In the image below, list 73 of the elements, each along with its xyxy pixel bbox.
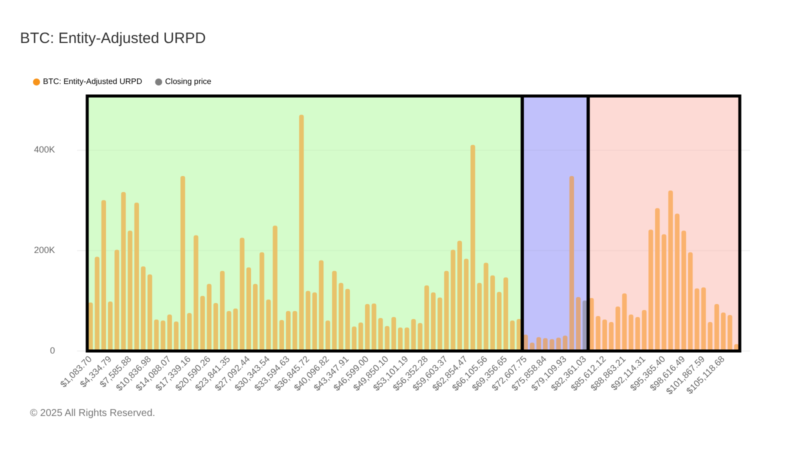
bar xyxy=(266,299,271,351)
bar xyxy=(438,297,442,351)
bar xyxy=(94,256,100,351)
y-tick-label: 0 xyxy=(50,345,56,356)
legend-label: Closing price xyxy=(165,77,212,86)
bar xyxy=(252,284,258,351)
bar xyxy=(318,260,324,351)
bar xyxy=(662,234,666,351)
bar xyxy=(108,301,113,351)
bar xyxy=(642,310,647,351)
bar xyxy=(260,252,264,351)
bar xyxy=(457,240,462,351)
bar xyxy=(114,250,120,351)
y-tick-label: 200K xyxy=(34,245,56,256)
bar xyxy=(187,313,192,351)
bar xyxy=(728,315,732,351)
bar xyxy=(404,328,410,351)
bar xyxy=(569,176,574,351)
bar xyxy=(167,314,172,351)
bar xyxy=(714,304,720,351)
bar xyxy=(272,226,278,351)
bar xyxy=(206,284,212,351)
bar xyxy=(635,317,640,351)
bar xyxy=(240,238,244,351)
bar xyxy=(220,270,225,351)
bar xyxy=(148,274,152,351)
bar xyxy=(312,292,317,351)
chart-title: BTC: Entity-Adjusted URPD xyxy=(20,30,206,48)
bar xyxy=(490,275,495,351)
bar xyxy=(279,320,284,351)
bar xyxy=(681,230,686,351)
bar xyxy=(503,277,508,351)
bar xyxy=(674,214,680,351)
bar xyxy=(292,310,298,351)
bar xyxy=(134,202,139,351)
bar xyxy=(391,317,396,351)
bar xyxy=(384,326,390,351)
bar xyxy=(358,322,364,351)
bar xyxy=(345,288,350,351)
bar xyxy=(174,322,179,351)
bar xyxy=(608,322,614,351)
bar xyxy=(365,304,370,351)
text: © 2025 All Rights Reserved. xyxy=(30,408,156,419)
bar xyxy=(720,312,726,351)
bar xyxy=(655,208,660,351)
bar xyxy=(668,190,673,351)
bar xyxy=(332,270,337,351)
bar xyxy=(246,267,252,351)
bar xyxy=(464,258,469,351)
bar xyxy=(101,200,106,351)
bar xyxy=(411,319,416,351)
bar xyxy=(688,252,693,351)
bar xyxy=(616,306,620,351)
bar xyxy=(470,144,476,351)
bar xyxy=(286,310,291,351)
bar xyxy=(602,320,607,351)
bar xyxy=(496,292,502,351)
bar xyxy=(180,176,186,351)
bar xyxy=(648,230,654,351)
bar xyxy=(430,292,436,351)
legend-label: BTC: Entity-Adjusted URPD xyxy=(43,77,142,86)
bar xyxy=(708,322,712,351)
bar xyxy=(398,328,403,351)
bar xyxy=(140,266,146,351)
y-tick-label: 400K xyxy=(34,144,56,155)
bar xyxy=(424,285,430,351)
bar xyxy=(213,302,218,351)
bar xyxy=(325,320,330,351)
bar xyxy=(338,282,344,351)
bar xyxy=(510,320,515,351)
bar xyxy=(418,323,422,351)
bar xyxy=(352,326,357,351)
bar xyxy=(576,296,581,351)
